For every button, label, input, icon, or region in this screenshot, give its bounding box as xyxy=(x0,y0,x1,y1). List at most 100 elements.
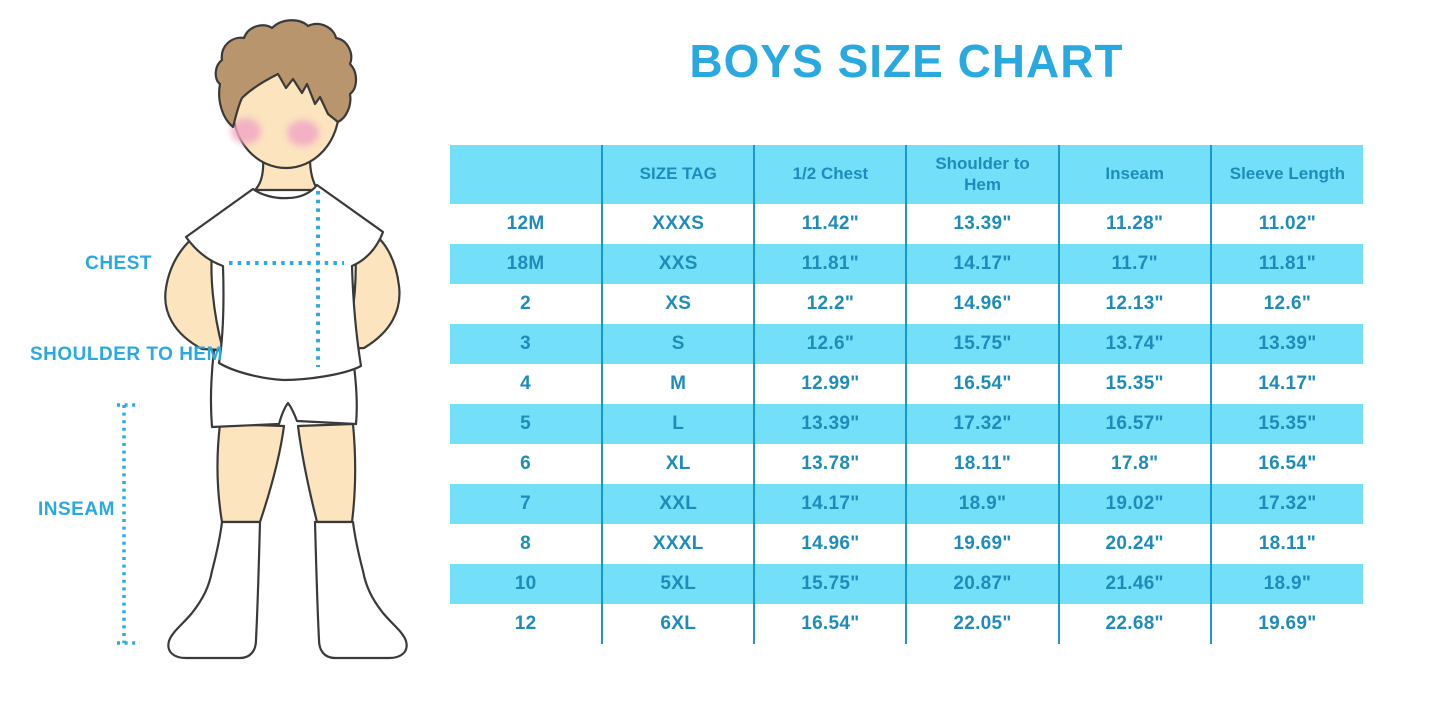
sleeve-length-cell: 18.11" xyxy=(1209,524,1363,564)
sleeve-length-cell: 11.02" xyxy=(1209,204,1363,244)
column-header-size xyxy=(450,145,603,204)
right-blush xyxy=(287,120,319,146)
size-tag-cell: 6XL xyxy=(601,604,755,644)
half-chest-cell: 12.6" xyxy=(753,324,907,364)
half-chest-cell: 12.99" xyxy=(753,364,907,404)
sleeve-length-cell: 11.81" xyxy=(1209,244,1363,284)
size-cell: 7 xyxy=(450,484,603,524)
size-cell: 18M xyxy=(450,244,603,284)
size-tag-cell: M xyxy=(601,364,755,404)
table-row: 12 6XL 16.54" 22.05" 22.68" 19.69" xyxy=(450,604,1363,644)
size-cell: 8 xyxy=(520,533,532,554)
inseam-cell: 22.68" xyxy=(1057,604,1211,644)
inseam-cell: 19.02" xyxy=(1057,484,1211,524)
sleeve-length-cell: 14.17" xyxy=(1209,364,1363,404)
shoulder-to-hem-cell: 20.87" xyxy=(905,564,1059,604)
inseam-cell: 21.46" xyxy=(1057,564,1211,604)
table-row: 10 5XL 15.75" 20.87" 21.46" 18.9" xyxy=(450,564,1363,604)
left-sock-shape xyxy=(167,520,262,660)
column-header-size-tag: SIZE TAG xyxy=(601,145,755,204)
shoulder-to-hem-cell: 14.17" xyxy=(905,244,1059,284)
size-table: SIZE TAG 1/2 Chest Shoulder to Hem Insea… xyxy=(450,145,1363,644)
sleeve-length-cell: 18.9" xyxy=(1209,564,1363,604)
table-row: 5 L 13.39" 17.32" 16.57" 15.35" xyxy=(450,404,1363,444)
inseam-cell: 11.28" xyxy=(1057,204,1211,244)
size-tag-cell: XXL xyxy=(601,484,755,524)
size-tag-cell: XL xyxy=(601,444,755,484)
half-chest-cell: 14.96" xyxy=(753,524,907,564)
sleeve-length-cell: 15.35" xyxy=(1209,404,1363,444)
size-tag-cell: 5XL xyxy=(601,564,755,604)
shoulder-to-hem-cell: 19.69" xyxy=(905,524,1059,564)
size-tag-cell: XXXL xyxy=(601,524,755,564)
table-row: 2 XS 12.2" 14.96" 12.13" 12.6" xyxy=(450,284,1363,324)
inseam-label: INSEAM xyxy=(38,499,115,520)
size-tag-cell: XS xyxy=(601,284,755,324)
inseam-cell: 12.13" xyxy=(1057,284,1211,324)
half-chest-cell: 16.54" xyxy=(753,604,907,644)
half-chest-cell: 11.81" xyxy=(753,244,907,284)
shoulder-to-hem-cell: 18.11" xyxy=(905,444,1059,484)
size-cell: 5 xyxy=(450,404,603,444)
size-cell: 10 xyxy=(450,564,603,604)
table-row: 3 S 12.6" 15.75" 13.74" 13.39" xyxy=(450,324,1363,364)
half-chest-cell: 15.75" xyxy=(753,564,907,604)
sleeve-length-cell: 17.32" xyxy=(1209,484,1363,524)
shoulder-to-hem-cell: 15.75" xyxy=(905,324,1059,364)
table-row: 18M XXS 11.81" 14.17" 11.7" 11.81" xyxy=(450,244,1363,284)
size-cell: 12M xyxy=(506,213,545,234)
shoulder-to-hem-cell: 18.9" xyxy=(905,484,1059,524)
sleeve-length-cell: 16.54" xyxy=(1209,444,1363,484)
half-chest-cell: 11.42" xyxy=(753,204,907,244)
page-title: BOYS SIZE CHART xyxy=(689,35,1124,87)
table-row: 6 XL 13.78" 18.11" 17.8" 16.54" xyxy=(450,444,1363,484)
shoulder-to-hem-cell: 17.32" xyxy=(905,404,1059,444)
column-header-half-chest: 1/2 Chest xyxy=(753,145,907,204)
header-row: SIZE TAG 1/2 Chest Shoulder to Hem Insea… xyxy=(450,145,1363,204)
shoulder-to-hem-label: SHOULDER TO HEM xyxy=(30,344,223,365)
half-chest-cell: 13.39" xyxy=(753,404,907,444)
size-cell: 4 xyxy=(520,373,532,394)
shoulder-to-hem-cell: 13.39" xyxy=(905,204,1059,244)
size-cell: 6 xyxy=(520,453,532,474)
half-chest-cell: 13.78" xyxy=(753,444,907,484)
shoulder-to-hem-cell: 22.05" xyxy=(905,604,1059,644)
table-row: 12M XXXS 11.42" 13.39" 11.28" 11.02" xyxy=(450,204,1363,244)
inseam-cell: 20.24" xyxy=(1057,524,1211,564)
size-tag-cell: XXXS xyxy=(601,204,755,244)
inseam-cell: 16.57" xyxy=(1057,404,1211,444)
left-leg-shape xyxy=(216,422,286,524)
half-chest-cell: 14.17" xyxy=(753,484,907,524)
inseam-cell: 11.7" xyxy=(1057,244,1211,284)
table-row: 4 M 12.99" 16.54" 15.35" 14.17" xyxy=(450,364,1363,404)
sleeve-length-cell: 12.6" xyxy=(1209,284,1363,324)
size-tag-cell: L xyxy=(601,404,755,444)
hair-shape xyxy=(214,19,358,129)
half-chest-cell: 12.2" xyxy=(753,284,907,324)
measurement-illustration: CHEST SHOULDER TO HEM INSEAM xyxy=(0,0,450,723)
left-blush xyxy=(231,118,261,144)
column-header-inseam: Inseam xyxy=(1057,145,1211,204)
chest-label: CHEST xyxy=(85,253,152,274)
table-row: 8 XXXL 14.96" 19.69" 20.24" 18.11" xyxy=(450,524,1363,564)
shoulder-to-hem-cell: 14.96" xyxy=(905,284,1059,324)
column-header-shoulder-to-hem: Shoulder to Hem xyxy=(905,145,1059,204)
column-header-sleeve-length: Sleeve Length xyxy=(1209,145,1363,204)
size-table-header: SIZE TAG 1/2 Chest Shoulder to Hem Insea… xyxy=(450,145,1363,204)
size-table-body: 12M XXXS 11.42" 13.39" 11.28" 11.02" 18M… xyxy=(450,204,1363,644)
tshirt-shape xyxy=(184,183,385,382)
sleeve-length-cell: 13.39" xyxy=(1209,324,1363,364)
right-sock-shape xyxy=(313,520,408,660)
size-cell: 12 xyxy=(514,613,537,634)
shoulder-to-hem-cell: 16.54" xyxy=(905,364,1059,404)
size-cell: 2 xyxy=(520,293,532,314)
inseam-cell: 17.8" xyxy=(1057,444,1211,484)
table-row: 7 XXL 14.17" 18.9" 19.02" 17.32" xyxy=(450,484,1363,524)
boy-figure-illustration: CHEST SHOULDER TO HEM INSEAM xyxy=(30,19,408,660)
inseam-cell: 15.35" xyxy=(1057,364,1211,404)
size-tag-cell: S xyxy=(601,324,755,364)
size-tag-cell: XXS xyxy=(601,244,755,284)
inseam-cell: 13.74" xyxy=(1057,324,1211,364)
right-leg-shape xyxy=(296,422,357,524)
